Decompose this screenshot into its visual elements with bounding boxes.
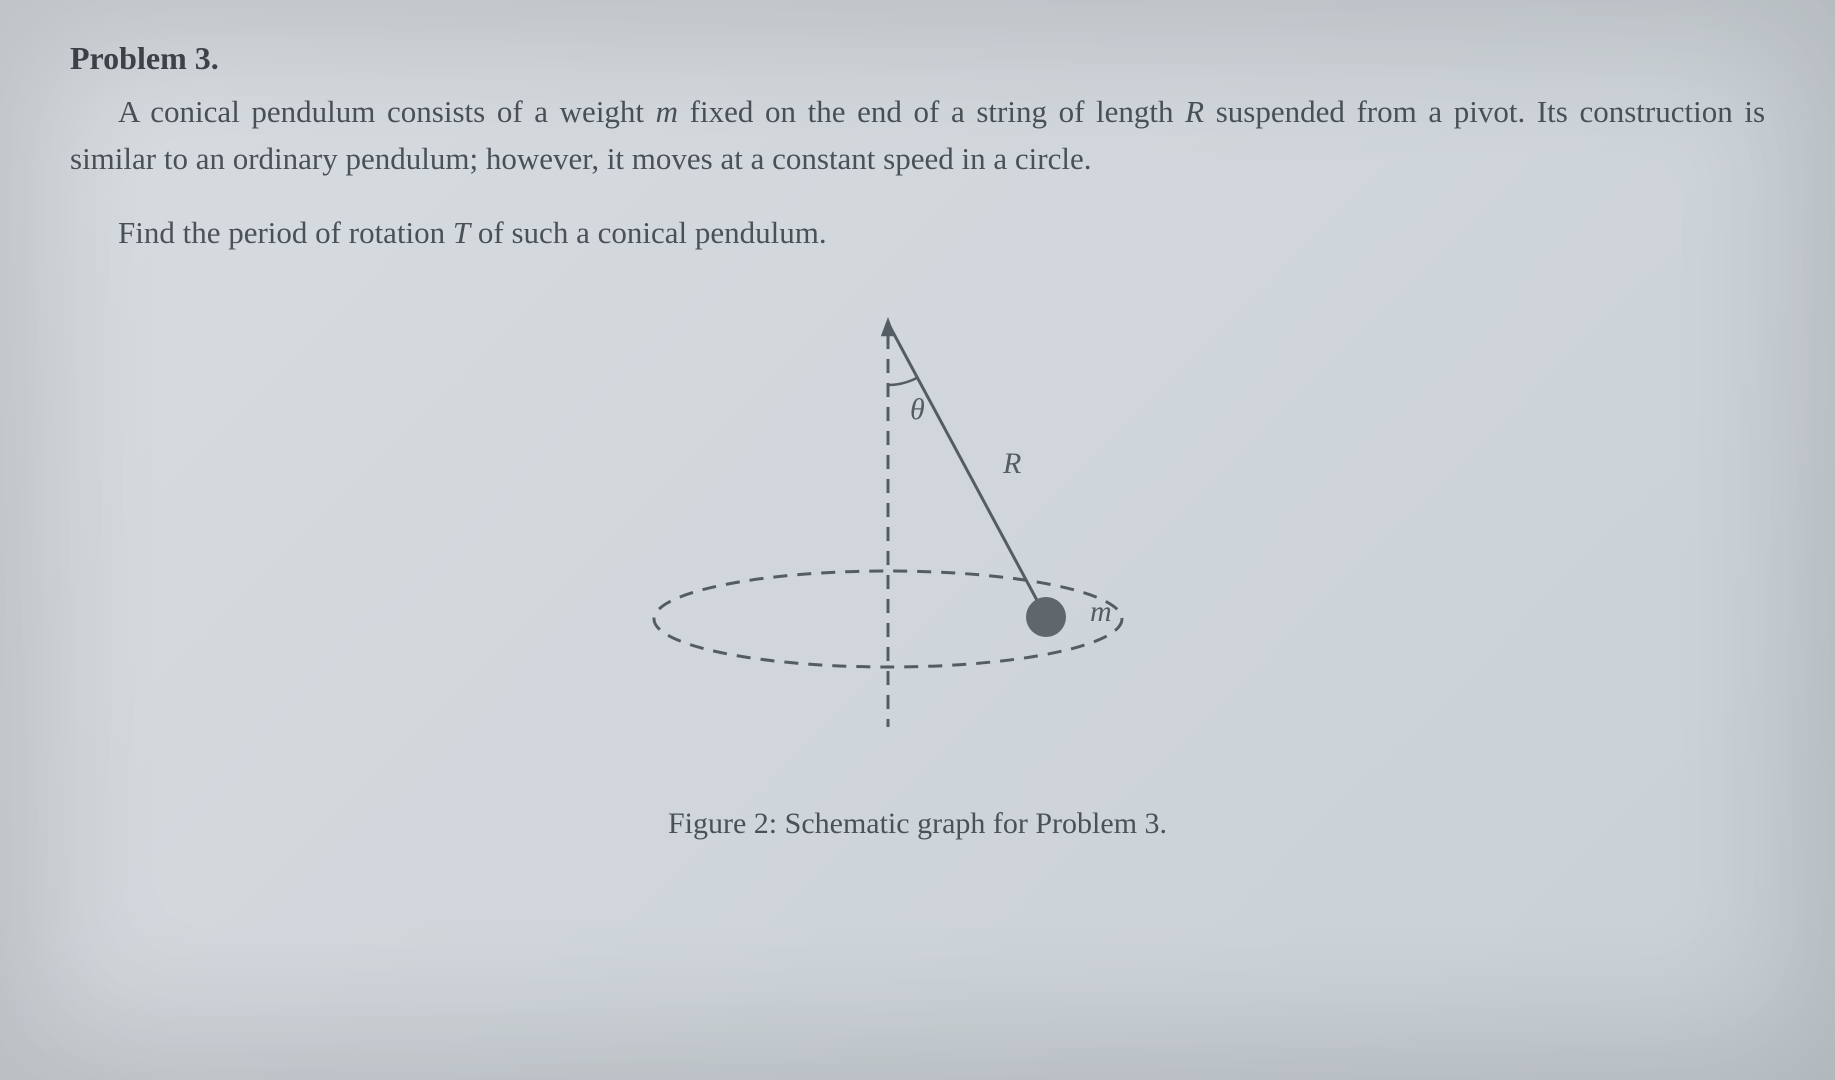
var-t: T <box>453 215 470 250</box>
text-span: of such a conical pendulum. <box>470 215 826 250</box>
problem-paragraph-2: Find the period of rotation T of such a … <box>70 210 1765 257</box>
svg-text:m: m <box>1090 595 1112 628</box>
figure-container: θ Rm Figure 2: Schematic graph for Proble… <box>70 287 1765 841</box>
svg-text:R: R <box>1002 447 1021 480</box>
svg-text:θ: θ <box>910 393 925 426</box>
problem-heading: Problem 3. <box>70 40 1765 77</box>
figure-caption: Figure 2: Schematic graph for Problem 3. <box>668 807 1167 841</box>
problem-paragraph-1: A conical pendulum consists of a weight … <box>70 89 1765 182</box>
pendulum-diagram: θ Rm <box>608 287 1228 767</box>
text-span: fixed on the end of a string of length <box>678 94 1185 129</box>
var-r: R <box>1185 94 1204 129</box>
var-m: m <box>656 94 678 129</box>
text-span: A conical pendulum consists of a weight <box>118 94 656 129</box>
text-span: Find the period of rotation <box>118 215 453 250</box>
